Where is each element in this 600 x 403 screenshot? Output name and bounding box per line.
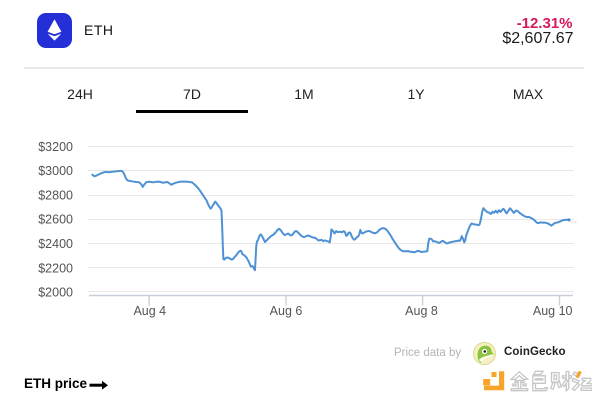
svg-text:$2200: $2200 [38,261,73,275]
svg-text:Aug 4: Aug 4 [133,304,166,318]
svg-text:$2600: $2600 [38,213,73,227]
svg-text:$2800: $2800 [38,189,73,203]
svg-text:$2400: $2400 [38,237,73,251]
svg-text:Aug 8: Aug 8 [405,304,438,318]
svg-text:Aug 10: Aug 10 [533,304,573,318]
svg-text:$3200: $3200 [38,140,73,154]
svg-text:$3000: $3000 [38,164,73,178]
svg-text:Aug 6: Aug 6 [270,304,303,318]
svg-text:$2000: $2000 [38,286,73,300]
